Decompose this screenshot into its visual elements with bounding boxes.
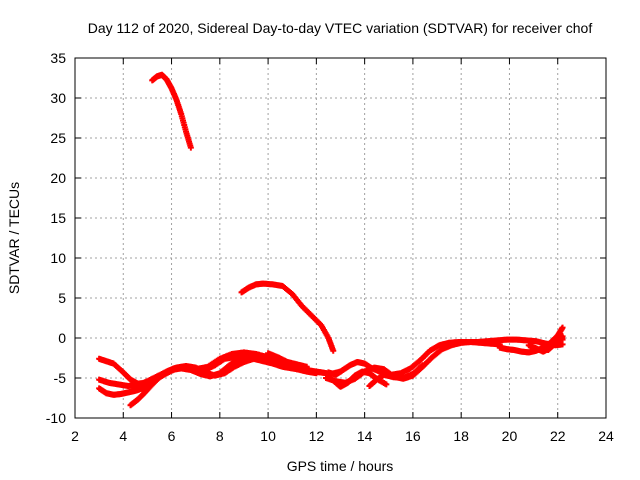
data-point (187, 144, 194, 151)
y-tick-label: 25 (50, 130, 66, 146)
grid (75, 58, 606, 418)
series-arc-mid (238, 280, 337, 354)
y-tick-label: -5 (54, 370, 67, 386)
x-tick-label: 24 (598, 428, 614, 444)
x-tick-label: 14 (357, 428, 373, 444)
y-tick-label: -10 (46, 410, 66, 426)
y-tick-label: 10 (50, 250, 66, 266)
plot-frame (74, 57, 607, 419)
data-point (419, 362, 426, 369)
x-tick-label: 20 (502, 428, 518, 444)
series-arc-l (265, 350, 310, 370)
data-point (303, 363, 310, 370)
x-tick-label: 22 (550, 428, 566, 444)
y-tick-label: 35 (50, 50, 66, 66)
data-points (96, 71, 566, 409)
x-tick-label: 12 (309, 428, 325, 444)
y-tick-label: 0 (58, 330, 66, 346)
y-tick-label: 30 (50, 90, 66, 106)
x-tick-label: 2 (71, 428, 79, 444)
y-tick-label: 15 (50, 210, 66, 226)
x-axis-title: GPS time / hours (287, 458, 394, 474)
series-arc-h (366, 362, 426, 389)
data-point (330, 347, 337, 354)
x-tick-label: 4 (119, 428, 127, 444)
data-point (313, 370, 320, 377)
data-point (383, 381, 390, 388)
x-tick-label: 8 (216, 428, 224, 444)
y-tick-label: 20 (50, 170, 66, 186)
x-tick-label: 6 (168, 428, 176, 444)
x-tick-label: 18 (453, 428, 469, 444)
x-tick-label: 10 (260, 428, 276, 444)
series-arc-k (545, 331, 566, 353)
y-tick-label: 5 (58, 290, 66, 306)
chart-title: Day 112 of 2020, Sidereal Day-to-day VTE… (88, 20, 593, 36)
data-point (559, 336, 566, 343)
data-point (559, 324, 566, 331)
y-axis-title: SDTVAR / TECUs (6, 182, 22, 294)
series-arc-high (149, 71, 194, 151)
x-tick-label: 16 (405, 428, 421, 444)
